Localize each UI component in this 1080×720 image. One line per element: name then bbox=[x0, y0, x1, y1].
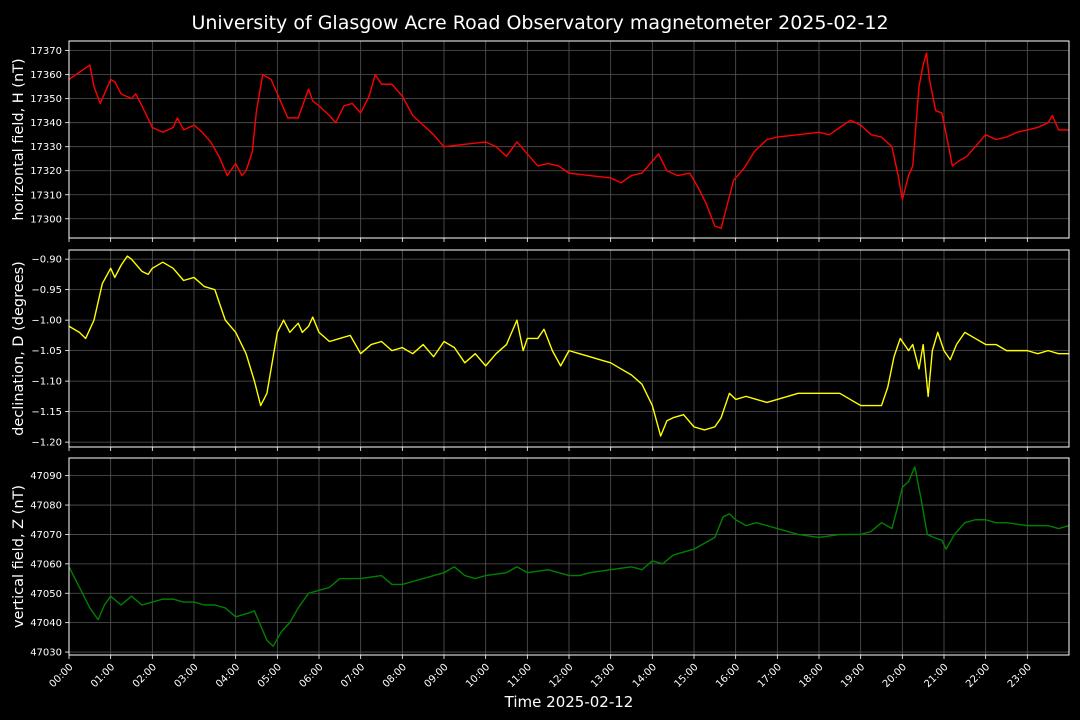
x-tick-label: 14:00 bbox=[631, 662, 659, 690]
y-tick-label: 47040 bbox=[30, 618, 62, 629]
y-tick-label: −1.00 bbox=[31, 316, 62, 327]
x-tick-label: 00:00 bbox=[47, 662, 75, 690]
x-tick-label: 09:00 bbox=[422, 662, 450, 690]
y-tick-label: 47050 bbox=[30, 589, 62, 600]
x-tick-label: 13:00 bbox=[589, 662, 617, 690]
x-tick-label: 08:00 bbox=[381, 662, 409, 690]
x-tick-label: 19:00 bbox=[839, 662, 867, 690]
y-tick-label: 17360 bbox=[30, 70, 62, 81]
x-tick-label: 21:00 bbox=[922, 662, 950, 690]
x-tick-label: 10:00 bbox=[464, 662, 492, 690]
y-axis-label-horizontal: horizontal field, H (nT) bbox=[11, 58, 27, 220]
y-tick-label: 47060 bbox=[30, 559, 62, 570]
y-axis-label-vertical: vertical field, Z (nT) bbox=[11, 485, 27, 628]
y-tick-label: −0.90 bbox=[31, 255, 62, 266]
x-tick-label: 18:00 bbox=[797, 662, 825, 690]
x-tick-label: 04:00 bbox=[214, 662, 242, 690]
x-tick-label: 01:00 bbox=[89, 662, 117, 690]
y-tick-label: 17310 bbox=[30, 190, 62, 201]
panel-frame bbox=[68, 249, 1070, 448]
series-line-horizontal bbox=[68, 52, 1069, 230]
x-tick-label: 06:00 bbox=[297, 662, 325, 690]
y-tick-label: −1.10 bbox=[31, 377, 62, 388]
x-axis-label: Time 2025-02-12 bbox=[504, 693, 634, 711]
y-tick-label: 17370 bbox=[30, 46, 62, 57]
x-tick-label: 11:00 bbox=[506, 662, 534, 690]
x-axis: 00:00 01:00 02:00 03:00 04:00 05:00 06:00 07:00… bbox=[47, 662, 1033, 690]
y-tick-label: 47080 bbox=[30, 501, 62, 512]
y-tick-label: −0.95 bbox=[31, 285, 62, 296]
panel-frame bbox=[68, 457, 1070, 656]
panel-declination: −1.20 −1.15 −1.10 −1.05 −1.00 −0.95 −0.90 decli… bbox=[11, 249, 1070, 451]
y-tick-label: 47070 bbox=[30, 530, 62, 541]
chart-panels: 17300 17310 17320 17330 17340 17350 17360 17370… bbox=[11, 40, 1070, 659]
y-tick-label: 47030 bbox=[30, 648, 62, 659]
x-tick-label: 22:00 bbox=[964, 662, 992, 690]
y-tick-label: −1.15 bbox=[31, 407, 62, 418]
y-tick-label: 47090 bbox=[30, 471, 62, 482]
panel-frame bbox=[68, 40, 1070, 239]
panel-horizontal: 17300 17310 17320 17330 17340 17350 17360 17370… bbox=[11, 40, 1070, 242]
y-tick-label: 17350 bbox=[30, 94, 62, 105]
x-tick-label: 07:00 bbox=[339, 662, 367, 690]
x-tick-label: 15:00 bbox=[672, 662, 700, 690]
series-line-vertical bbox=[68, 466, 1070, 647]
x-tick-label: 20:00 bbox=[881, 662, 909, 690]
x-tick-label: 05:00 bbox=[256, 662, 284, 690]
panel-vertical: 47030 47040 47050 47060 47070 47080 47090verti… bbox=[11, 457, 1070, 659]
series-line-declination bbox=[68, 255, 1069, 437]
x-tick-label: 23:00 bbox=[1006, 662, 1034, 690]
x-tick-label: 16:00 bbox=[714, 662, 742, 690]
x-tick-label: 12:00 bbox=[547, 662, 575, 690]
y-tick-label: −1.05 bbox=[31, 346, 62, 357]
y-axis-label-declination: declination, D (degrees) bbox=[11, 261, 27, 436]
y-tick-label: −1.20 bbox=[31, 438, 62, 449]
y-tick-label: 17340 bbox=[30, 118, 62, 129]
y-tick-label: 17330 bbox=[30, 142, 62, 153]
chart-title: University of Glasgow Acre Road Observat… bbox=[191, 12, 888, 34]
x-tick-label: 02:00 bbox=[131, 662, 159, 690]
y-tick-label: 17320 bbox=[30, 166, 62, 177]
x-tick-label: 03:00 bbox=[172, 662, 200, 690]
y-tick-label: 17300 bbox=[30, 214, 62, 225]
x-tick-label: 17:00 bbox=[756, 662, 784, 690]
